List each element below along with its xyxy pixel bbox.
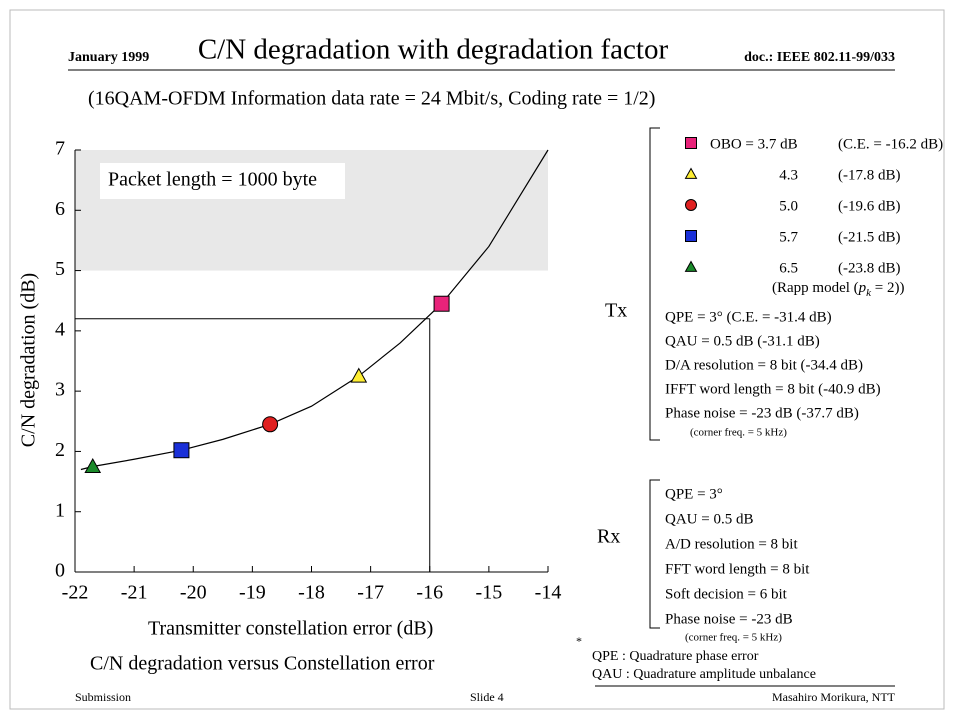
rx-line: QAU = 0.5 dB	[665, 511, 753, 527]
y-tick-label: 2	[55, 439, 65, 461]
footnote-mark: *	[576, 634, 582, 648]
caption: C/N degradation versus Constellation err…	[90, 653, 435, 675]
x-tick-label: -15	[476, 582, 503, 604]
rx-line: QPE = 3°	[665, 486, 723, 502]
x-tick-label: -17	[357, 582, 384, 604]
legend-label: 5.0	[779, 198, 798, 214]
annotation-box	[100, 163, 345, 199]
x-tick-label: -16	[416, 582, 443, 604]
subtitle: (16QAM-OFDM Information data rate = 24 M…	[88, 88, 655, 110]
marker	[684, 167, 698, 179]
footnote-line: QPE : Quadrature phase error	[592, 649, 759, 664]
rx-line: FFT word length = 8 bit	[665, 561, 810, 577]
x-tick-label: -19	[239, 582, 266, 604]
annotation: Packet length = 1000 byte	[108, 169, 317, 191]
tx-model-part: (Rapp model (	[772, 280, 859, 296]
curve	[80, 149, 549, 471]
tx-model-part: = 2))	[871, 280, 904, 296]
rx-line: Phase noise = -23 dB	[665, 611, 793, 627]
legend-label: OBO = 3.7 dB	[710, 136, 798, 152]
tx-line: QPE = 3° (C.E. = -31.4 dB)	[665, 309, 832, 325]
x-tick-label: -20	[180, 582, 207, 604]
tx-label: Tx	[605, 300, 627, 322]
x-tick-label: -21	[121, 582, 148, 604]
y-tick-label: 1	[55, 499, 65, 521]
tx-model: (Rapp model (pk = 2))	[772, 280, 905, 298]
marker	[84, 457, 102, 473]
legend-ce: (-23.8 dB)	[838, 260, 901, 276]
marker	[350, 367, 368, 383]
y-tick-label: 4	[55, 318, 65, 340]
y-tick-label: 7	[55, 138, 65, 160]
tx-model-part: k	[866, 287, 872, 299]
title: C/N degradation with degradation factor	[198, 34, 669, 66]
footer-right: Masahiro Morikura, NTT	[772, 690, 896, 704]
legend-ce: (-21.5 dB)	[838, 229, 901, 245]
tx-note: (corner freq. = 5 kHz)	[690, 427, 787, 439]
marker	[433, 295, 450, 312]
x-tick-label: -22	[62, 582, 89, 604]
tx-line: QAU = 0.5 dB (-31.1 dB)	[665, 333, 820, 349]
legend-label: 4.3	[779, 167, 798, 183]
rx-line: Soft decision = 6 bit	[665, 586, 788, 602]
legend-ce: (-19.6 dB)	[838, 198, 901, 214]
marker	[685, 199, 697, 211]
x-tick-label: -14	[535, 582, 562, 604]
tx-bracket	[649, 127, 660, 441]
plot: Packet length = 1000 byte 0 1 2 3 4 5 6 7 -22 -21 -…	[55, 138, 561, 604]
doc-id: doc.: IEEE 802.11-99/033	[744, 50, 895, 65]
slide-frame	[9, 9, 945, 710]
marker	[685, 137, 697, 149]
footer-center: Slide 4	[470, 690, 504, 704]
marker	[262, 416, 279, 433]
footer-left: Submission	[75, 690, 131, 704]
legend-ce: (-17.8 dB)	[838, 167, 901, 183]
legend-label: 6.5	[779, 260, 798, 276]
marker	[173, 442, 190, 459]
footnote-line: QAU : Quadrature amplitude unbalance	[592, 667, 816, 682]
y-axis-label: C/N degradation (dB)	[18, 273, 40, 447]
marker	[685, 230, 697, 242]
y-tick-label: 3	[55, 379, 65, 401]
date: January 1999	[68, 50, 149, 65]
y-tick-label: 0	[55, 560, 65, 582]
tx-model-part: p	[858, 280, 867, 296]
rx-bracket	[649, 479, 660, 629]
x-axis-label: Transmitter constellation error (dB)	[148, 618, 433, 640]
tx-line: IFFT word length = 8 bit (-40.9 dB)	[665, 381, 881, 397]
legend-ce: (C.E. = -16.2 dB)	[838, 136, 943, 152]
x-tick-label: -18	[298, 582, 325, 604]
legend-label: 5.7	[779, 229, 798, 245]
y-tick-label: 6	[55, 198, 65, 220]
tx-line: D/A resolution = 8 bit (-34.4 dB)	[665, 357, 863, 373]
marker	[684, 260, 698, 272]
rx-note: (corner freq. = 5 kHz)	[685, 632, 782, 644]
tx-line: Phase noise = -23 dB (-37.7 dB)	[665, 405, 859, 421]
legend-panel: OBO = 3.7 dB (C.E. = -16.2 dB) 4.3 (-17.8 d…	[665, 136, 943, 643]
y-tick-label: 5	[55, 258, 65, 280]
rx-line: A/D resolution = 8 bit	[665, 536, 798, 552]
rx-label: Rx	[597, 526, 620, 548]
